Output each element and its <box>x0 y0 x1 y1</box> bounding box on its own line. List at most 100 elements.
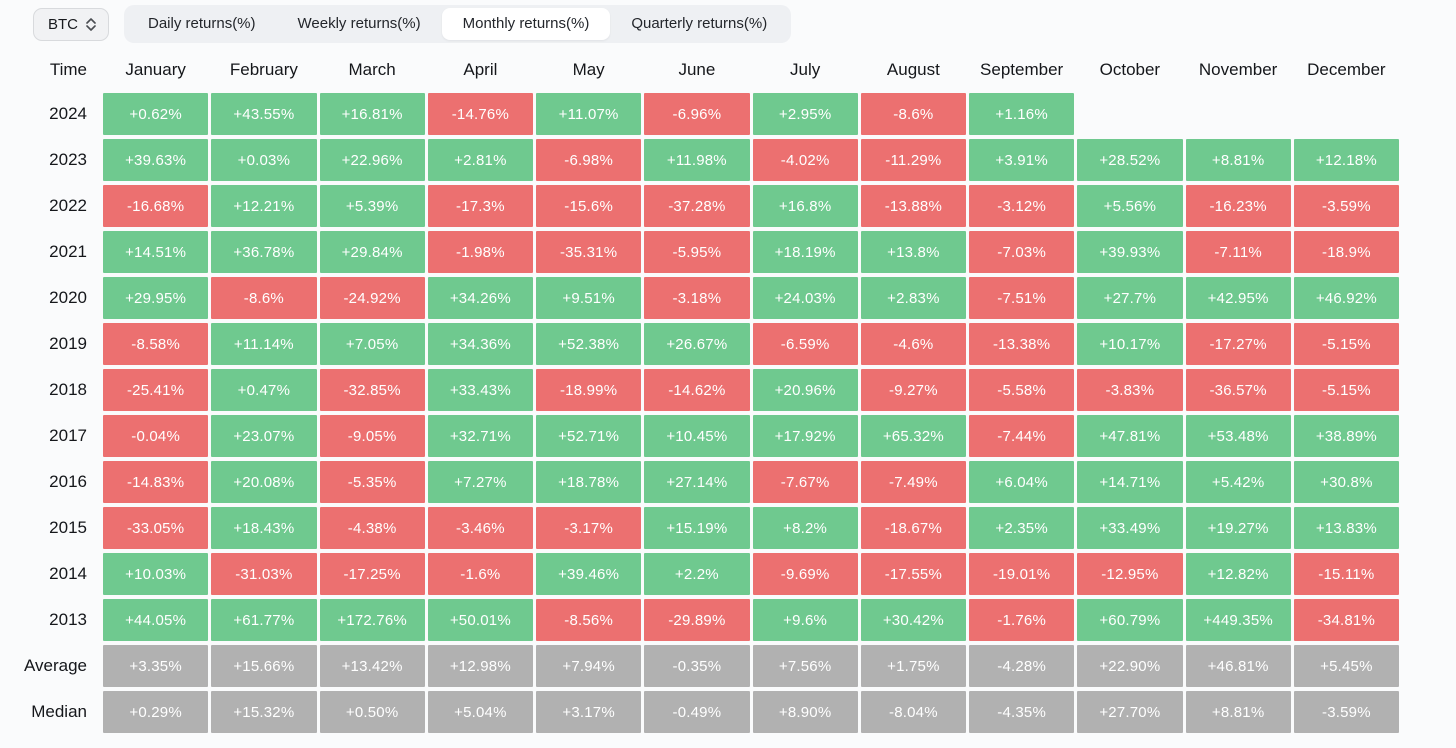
return-cell: +46.92% <box>1293 277 1399 319</box>
return-cell: -15.6% <box>536 185 642 227</box>
row-label: 2023 <box>49 150 87 169</box>
row-label: 2022 <box>49 196 87 215</box>
return-cell: +60.79% <box>1077 599 1183 641</box>
return-cell: -7.03% <box>969 231 1075 273</box>
return-cell: -9.69% <box>752 553 858 595</box>
return-cell: +3.91% <box>969 139 1075 181</box>
return-cell: +11.07% <box>536 93 642 135</box>
return-cell: -12.95% <box>1077 553 1183 595</box>
return-cell: -1.6% <box>427 553 533 595</box>
return-cell: +27.14% <box>644 461 750 503</box>
return-cell: -15.11% <box>1293 553 1399 595</box>
row-label: 2021 <box>49 242 87 261</box>
return-cell: -3.17% <box>536 507 642 549</box>
return-cell: -4.6% <box>860 323 966 365</box>
return-cell: +15.32% <box>211 691 317 733</box>
return-cell: +18.43% <box>211 507 317 549</box>
return-cell: -16.23% <box>1185 185 1291 227</box>
tab-quarterly-returns[interactable]: Quarterly returns(%) <box>631 15 768 32</box>
return-cell: +53.48% <box>1185 415 1291 457</box>
column-header: March <box>348 60 396 79</box>
return-cell: +0.50% <box>319 691 425 733</box>
return-cell: -3.18% <box>644 277 750 319</box>
row-label: 2020 <box>49 288 87 307</box>
return-cell: -24.92% <box>319 277 425 319</box>
tab-daily-returns[interactable]: Daily returns(%) <box>148 15 256 32</box>
return-cell: +33.43% <box>427 369 533 411</box>
return-cell: -34.81% <box>1293 599 1399 641</box>
return-cell: +26.67% <box>644 323 750 365</box>
row-label: 2013 <box>49 610 87 629</box>
return-cell: -18.99% <box>536 369 642 411</box>
return-cell: +13.42% <box>319 645 425 687</box>
return-cell: -7.67% <box>752 461 858 503</box>
return-cell: -0.04% <box>103 415 209 457</box>
row-label: 2014 <box>49 564 87 583</box>
return-cell: +2.83% <box>860 277 966 319</box>
return-cell: +29.84% <box>319 231 425 273</box>
return-cell: +24.03% <box>752 277 858 319</box>
return-cell: -14.62% <box>644 369 750 411</box>
return-cell: -9.27% <box>860 369 966 411</box>
return-cell: -33.05% <box>103 507 209 549</box>
return-cell: -35.31% <box>536 231 642 273</box>
return-cell: -7.51% <box>969 277 1075 319</box>
return-cell: +2.2% <box>644 553 750 595</box>
return-cell: -6.96% <box>644 93 750 135</box>
return-cell: -3.59% <box>1293 185 1399 227</box>
return-cell: +1.16% <box>969 93 1075 135</box>
return-cell: -8.04% <box>860 691 966 733</box>
return-cell: -3.46% <box>427 507 533 549</box>
returns-heatmap-page: BTC Daily returns(%) Weekly returns(%) M… <box>24 5 1399 733</box>
return-cell: +7.56% <box>752 645 858 687</box>
return-cell: +9.6% <box>752 599 858 641</box>
return-cell: +13.83% <box>1293 507 1399 549</box>
return-cell: +10.17% <box>1077 323 1183 365</box>
return-cell: +27.7% <box>1077 277 1183 319</box>
return-cell: -16.68% <box>103 185 209 227</box>
return-cell: -32.85% <box>319 369 425 411</box>
return-cell: -7.44% <box>969 415 1075 457</box>
return-cell: -5.35% <box>319 461 425 503</box>
return-cell: +12.21% <box>211 185 317 227</box>
return-cell: +6.04% <box>969 461 1075 503</box>
return-cell: +43.55% <box>211 93 317 135</box>
return-cell: -1.98% <box>427 231 533 273</box>
column-header: June <box>678 60 716 79</box>
updown-chevron-icon <box>86 17 96 31</box>
return-cell: -4.02% <box>752 139 858 181</box>
return-cell: +9.51% <box>536 277 642 319</box>
return-cell: -3.59% <box>1293 691 1399 733</box>
return-cell: -0.35% <box>644 645 750 687</box>
return-cell: -25.41% <box>103 369 209 411</box>
return-cell: +5.04% <box>427 691 533 733</box>
return-cell: +14.51% <box>103 231 209 273</box>
return-cell: +7.05% <box>319 323 425 365</box>
tab-weekly-returns[interactable]: Weekly returns(%) <box>297 15 421 32</box>
return-cell: -7.11% <box>1185 231 1291 273</box>
return-cell: +27.70% <box>1077 691 1183 733</box>
column-header: January <box>125 60 186 79</box>
return-cell: +5.45% <box>1293 645 1399 687</box>
return-cell: -17.3% <box>427 185 533 227</box>
return-cell: -5.58% <box>969 369 1075 411</box>
return-cell: +19.27% <box>1185 507 1291 549</box>
return-cell: +38.89% <box>1293 415 1399 457</box>
return-cell: +13.8% <box>860 231 966 273</box>
symbol-select[interactable]: BTC <box>33 7 109 41</box>
return-cell-empty <box>1077 93 1182 135</box>
return-cell: +0.29% <box>103 691 209 733</box>
column-header: December <box>1307 60 1386 79</box>
return-cell: -17.27% <box>1185 323 1291 365</box>
column-header: May <box>572 60 605 79</box>
return-cell: -8.56% <box>536 599 642 641</box>
return-cell: +0.03% <box>211 139 317 181</box>
return-cell: +22.90% <box>1077 645 1183 687</box>
return-cell: +16.8% <box>752 185 858 227</box>
tab-monthly-returns[interactable]: Monthly returns(%) <box>441 8 611 40</box>
return-cell: +17.92% <box>752 415 858 457</box>
return-cell: -17.55% <box>860 553 966 595</box>
row-label: 2016 <box>49 472 87 491</box>
symbol-select-value: BTC <box>48 15 78 33</box>
return-cell: +52.38% <box>536 323 642 365</box>
